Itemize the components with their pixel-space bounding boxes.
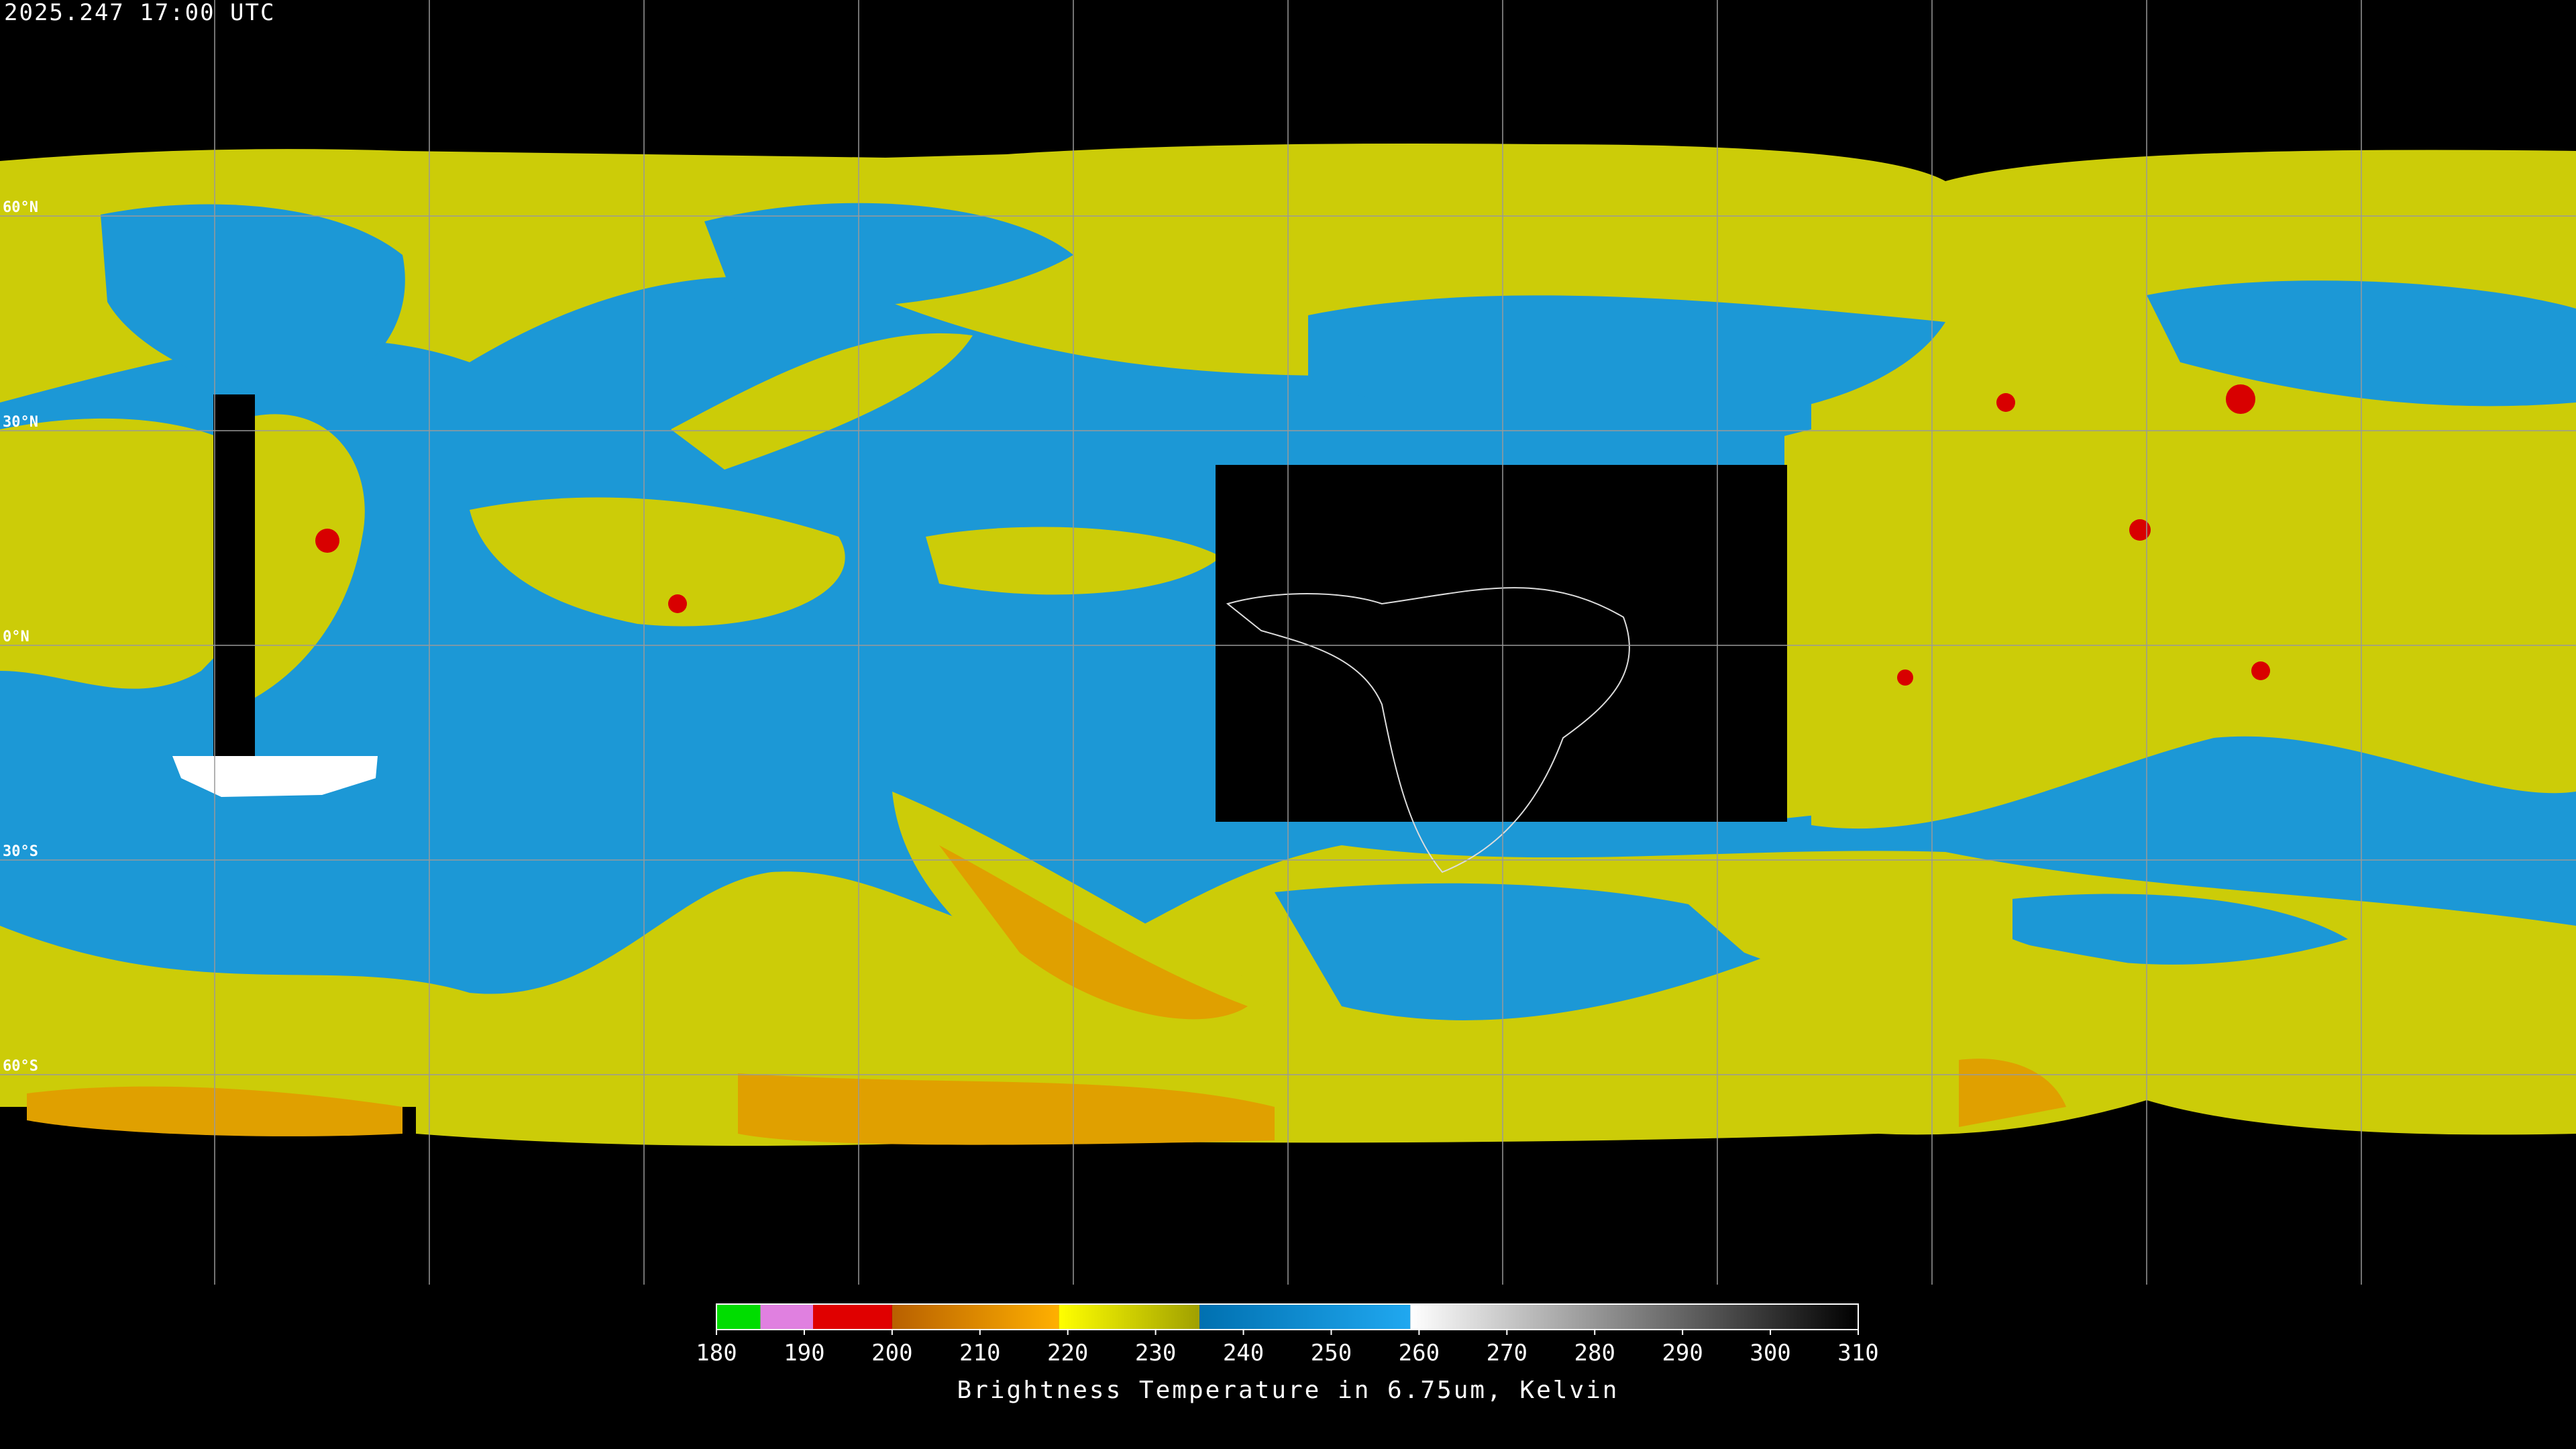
convection-core (1897, 669, 1913, 686)
colorbar-tick-label: 200 (871, 1340, 912, 1366)
latitude-label: 60°N (3, 199, 38, 216)
high-surface-patch (172, 756, 378, 797)
latitude-label: 30°N (3, 414, 38, 431)
imagery-orange (939, 845, 1248, 1020)
imagery-yellow (255, 414, 365, 698)
colorbar-tick-label: 190 (784, 1340, 824, 1366)
imagery-yellow (0, 418, 282, 689)
colorbar-tick-label: 250 (1311, 1340, 1352, 1366)
colorbar-segment (760, 1304, 814, 1330)
convection-core (315, 529, 339, 553)
latitude-label: 60°S (3, 1058, 38, 1075)
colorbar-tick-label: 210 (959, 1340, 1000, 1366)
imagery-blue (704, 203, 1073, 310)
convection-core (2251, 661, 2270, 680)
colorbar-tick-label: 260 (1399, 1340, 1440, 1366)
convection-core (668, 594, 687, 613)
colorbar-segment (716, 1304, 761, 1330)
timestamp: 2025.247 17:00 UTC (4, 0, 275, 26)
imagery-yellow (892, 792, 1275, 1026)
imagery-blue (2012, 894, 2348, 965)
colorbar-tick-label: 310 (1837, 1340, 1878, 1366)
colorbar-tick-label: 240 (1223, 1340, 1264, 1366)
colorbar-tick-label: 270 (1487, 1340, 1527, 1366)
colorbar-segment (813, 1304, 892, 1330)
convection-core (2129, 519, 2151, 541)
graticule: 60°N 30°N 0°N 30°S 60°S (0, 0, 2576, 1285)
latitude-label: 30°S (3, 843, 38, 860)
coastline (1226, 587, 1630, 873)
convection-core (1996, 393, 2015, 412)
colorbar-title: Brightness Temperature in 6.75um, Kelvin (957, 1377, 1619, 1404)
data-gap (1216, 465, 1787, 822)
colorbar-segment (1410, 1304, 1858, 1330)
latitude-label: 0°N (3, 629, 30, 645)
colorbar-segment (1059, 1304, 1200, 1330)
imagery-blue (1275, 883, 1811, 1020)
colorbar: 180 190 200 210 220 230 240 250 260 270 280 290 300 3… (696, 1303, 1879, 1366)
colorbar-tick-label: 280 (1574, 1340, 1615, 1366)
imagery-yellow (1644, 865, 2147, 995)
imagery-yellow (470, 497, 845, 627)
colorbar-segment (1199, 1304, 1411, 1330)
convection-core (2226, 384, 2255, 414)
imagery-yellow (1784, 401, 2576, 818)
imagery-blue (101, 204, 405, 402)
imagery-yellow (671, 333, 973, 470)
colorbar-frame (716, 1303, 1859, 1330)
data-gap (213, 394, 255, 757)
colorbar-tick-label: 290 (1662, 1340, 1703, 1366)
colorbar-tick-label: 220 (1047, 1340, 1088, 1366)
colorbar-tick-label: 230 (1135, 1340, 1176, 1366)
colorbar-tick-label: 300 (1750, 1340, 1790, 1366)
imagery-orange (738, 1073, 1275, 1145)
colorbar-tick-label: 180 (696, 1340, 737, 1366)
imagery-orange (1959, 1059, 2066, 1127)
colorbar-segment (892, 1304, 1059, 1330)
imagery-blue (1308, 295, 1945, 423)
